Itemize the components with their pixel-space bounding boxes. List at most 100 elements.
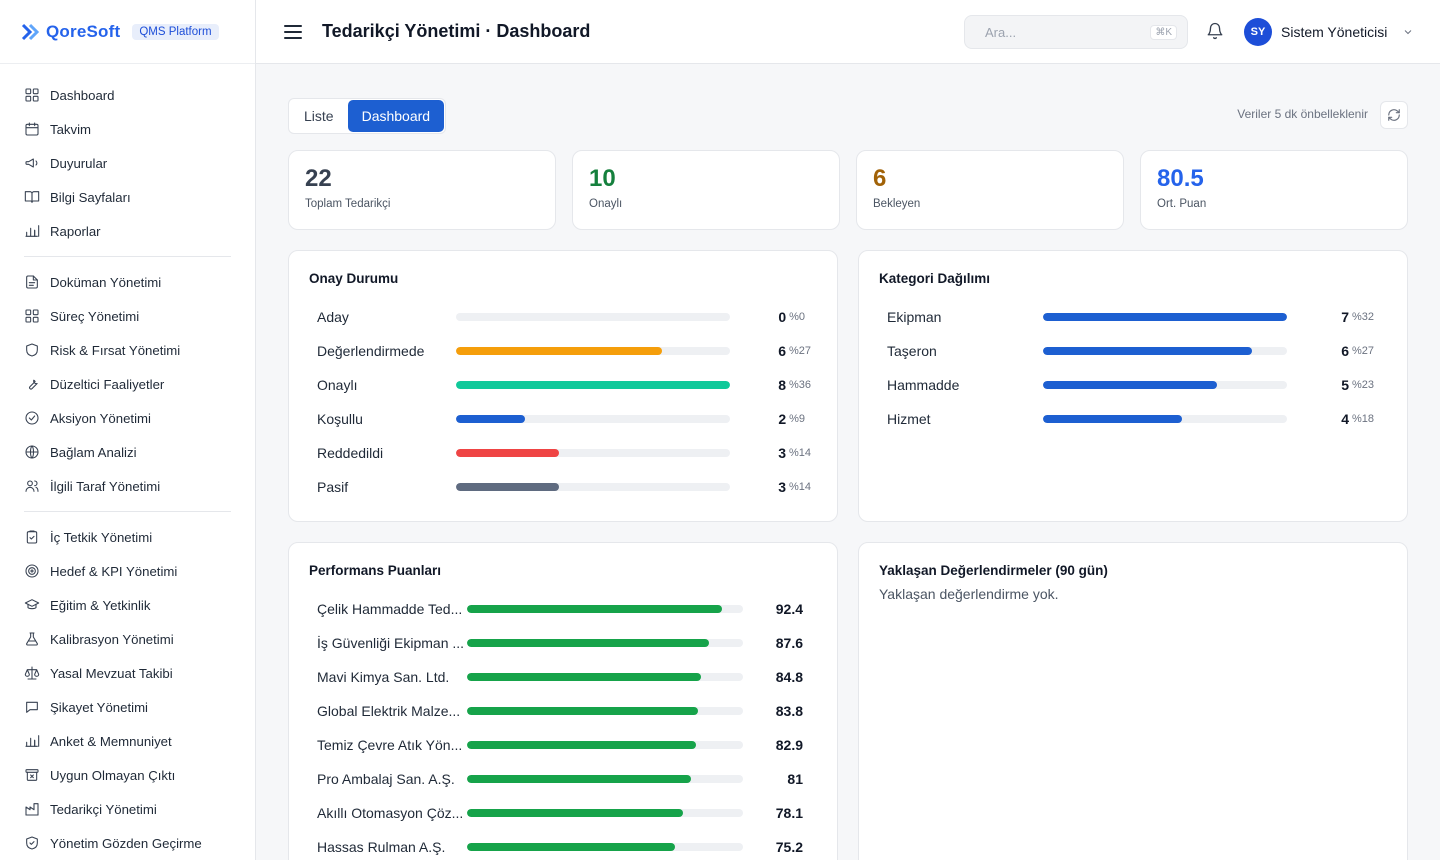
grid-icon (25, 309, 39, 323)
bar-percent: %14 (789, 481, 812, 493)
sidebar-item-ilgili-taraf-yonetimi[interactable]: İlgili Taraf Yönetimi (24, 469, 231, 503)
archive-x-icon (25, 769, 39, 781)
bar-track (467, 707, 743, 715)
sidebar-item-dashboard[interactable]: Dashboard (24, 78, 231, 112)
bar-row: Hizmet 4 %18 (879, 402, 1379, 436)
bar-fill (1043, 347, 1253, 355)
logo[interactable]: QoreSoft (20, 22, 120, 42)
stat-value: 6 (873, 165, 887, 192)
search-input[interactable] (985, 24, 1145, 40)
upcoming-evaluations-title: Yaklaşan Değerlendirmeler (90 gün) (879, 563, 1108, 578)
user-menu[interactable]: SY Sistem Yöneticisi (1244, 18, 1414, 46)
bar-row: Aday 0 %0 (309, 300, 809, 334)
bar-label: Çelik Hammadde Ted... (317, 601, 463, 617)
bar-row: Değerlendirmede 6 %27 (309, 334, 812, 368)
sidebar-item-surec-yonetimi[interactable]: Süreç Yönetimi (24, 299, 231, 333)
bar-row: Hammadde 5 %23 (879, 368, 1379, 402)
sidebar-item-sikayet-yonetimi[interactable]: Şikayet Yönetimi (24, 690, 231, 724)
sidebar-item-label: İç Tetkik Yönetimi (50, 529, 153, 545)
tab-dashboard[interactable]: Dashboard (347, 100, 445, 132)
stat-label: Bekleyen (873, 198, 921, 210)
bar-track (456, 381, 731, 389)
sidebar-item-label: Uygun Olmayan Çıktı (50, 767, 176, 783)
grid-icon (25, 88, 39, 102)
main-content: Liste Dashboard Veriler 5 dk önbelleklen… (256, 64, 1440, 860)
bar-value: 3 (778, 479, 786, 495)
sidebar-item-label: Takvim (50, 121, 92, 137)
stat-card: 22 Toplam Tedarikçi (288, 150, 556, 230)
bar-label: Global Elektrik Malze... (317, 703, 461, 719)
sidebar-item-dokuman-yonetimi[interactable]: Doküman Yönetimi (24, 265, 231, 299)
sidebar-item-risk-firsat-yonetimi[interactable]: Risk & Fırsat Yönetimi (24, 333, 231, 367)
search-box[interactable]: ⌘K (964, 15, 1188, 49)
upcoming-evaluations-card: Yaklaşan Değerlendirmeler (90 gün) Yakla… (858, 542, 1408, 860)
bar-chart-icon (25, 225, 40, 237)
topbar: Tedarikçi Yönetimi · Dashboard ⌘K SY Sis… (256, 0, 1440, 64)
bar-row: Koşullu 2 %9 (309, 402, 809, 436)
sidebar-item-anket-memnuniyet[interactable]: Anket & Memnuniyet (24, 724, 231, 758)
tab-liste[interactable]: Liste (304, 108, 334, 124)
sidebar-item-baglam-analizi[interactable]: Bağlam Analizi (24, 435, 231, 469)
sidebar-item-duyurular[interactable]: Duyurular (24, 146, 231, 180)
bell-icon[interactable] (1206, 22, 1224, 40)
sidebar-item-label: Şikayet Yönetimi (50, 699, 148, 715)
bar-percent: %27 (1352, 345, 1375, 357)
sidebar-item-takvim[interactable]: Takvim (24, 112, 231, 146)
sidebar-item-duzeltici-faaliyetler[interactable]: Düzeltici Faaliyetler (24, 367, 231, 401)
sidebar-item-yasal-mevzuat-takibi[interactable]: Yasal Mevzuat Takibi (24, 656, 231, 690)
sidebar-item-aksiyon-yonetimi[interactable]: Aksiyon Yönetimi (24, 401, 231, 435)
approval-status-card: Onay Durumu Aday 0 %0 Değerlendirmede 6 %27 On… (288, 250, 838, 522)
stat-card: 6 Bekleyen (856, 150, 1124, 230)
sidebar-item-yonetim-gozden-gecirme[interactable]: Yönetim Gözden Geçirme (24, 826, 231, 860)
sidebar-item-label: Raporlar (50, 223, 101, 239)
performance-scores-list: Çelik Hammadde Ted... 92.4 İş Güvenliği Ek… (309, 592, 809, 860)
bar-label: Akıllı Otomasyon Çöz... (317, 805, 464, 821)
bar-value: 83.8 (775, 703, 803, 719)
sidebar-item-tedarikci-yonetimi[interactable]: Tedarikçi Yönetimi (24, 792, 231, 826)
shield-icon (26, 343, 38, 357)
bar-label: Aday (317, 309, 349, 325)
refresh-button[interactable] (1380, 101, 1408, 129)
bar-fill (467, 843, 675, 851)
bar-value: 82.9 (775, 737, 803, 753)
sidebar-item-egitim-yetkinlik[interactable]: Eğitim & Yetkinlik (24, 588, 231, 622)
graduation-cap-icon (24, 599, 40, 610)
view-switcher: Liste Dashboard (288, 98, 447, 134)
bar-track (467, 843, 743, 851)
sidebar-item-hedef-kpi-yonetimi[interactable]: Hedef & KPI Yönetimi (24, 554, 231, 588)
stat-label: Ort. Puan (1157, 198, 1207, 210)
bar-fill (1043, 313, 1287, 321)
bar-percent: %18 (1352, 413, 1375, 425)
bar-label: Pro Ambalaj San. A.Ş. (317, 771, 455, 787)
hamburger-icon (284, 24, 302, 27)
bar-value: 2 (778, 411, 787, 427)
sidebar-item-label: Düzeltici Faaliyetler (50, 376, 165, 392)
bar-track (456, 415, 731, 423)
check-circle-icon (25, 411, 39, 425)
search-shortcut: ⌘K (1150, 24, 1177, 40)
bar-fill (467, 707, 699, 715)
stat-value: 10 (589, 165, 616, 192)
bar-value: 8 (778, 377, 786, 393)
sidebar-item-ic-tetkik-yonetimi[interactable]: İç Tetkik Yönetimi (24, 520, 231, 554)
bar-fill (467, 809, 683, 817)
category-distribution-card: Kategori Dağılımı Ekipman 7 %32 Taşeron 6 %27… (858, 250, 1408, 522)
menu-toggle-button[interactable] (284, 24, 302, 39)
flask-icon (26, 632, 38, 646)
sidebar-item-kalibrasyon-yonetimi[interactable]: Kalibrasyon Yönetimi (24, 622, 231, 656)
nav-group: İç Tetkik Yönetimi Hedef & KPI Yönetimi Eğ… (24, 520, 231, 860)
bar-track (467, 809, 743, 817)
sidebar-item-label: Süreç Yönetimi (50, 308, 140, 324)
bar-label: Mavi Kimya San. Ltd. (317, 669, 450, 685)
bar-percent: %27 (789, 345, 812, 357)
bar-value: 6 (778, 343, 786, 359)
sidebar-item-raporlar[interactable]: Raporlar (24, 214, 231, 248)
chevron-down-icon (1404, 30, 1412, 35)
sidebar-item-bilgi-sayfalari[interactable]: Bilgi Sayfaları (24, 180, 231, 214)
bar-label: Hizmet (887, 411, 931, 427)
bar-fill (456, 415, 525, 423)
bar-track (456, 313, 731, 321)
sidebar-item-label: Bağlam Analizi (50, 444, 137, 460)
sidebar-item-uygun-olmayan-cikti[interactable]: Uygun Olmayan Çıktı (24, 758, 231, 792)
bar-value: 75.2 (775, 839, 803, 855)
